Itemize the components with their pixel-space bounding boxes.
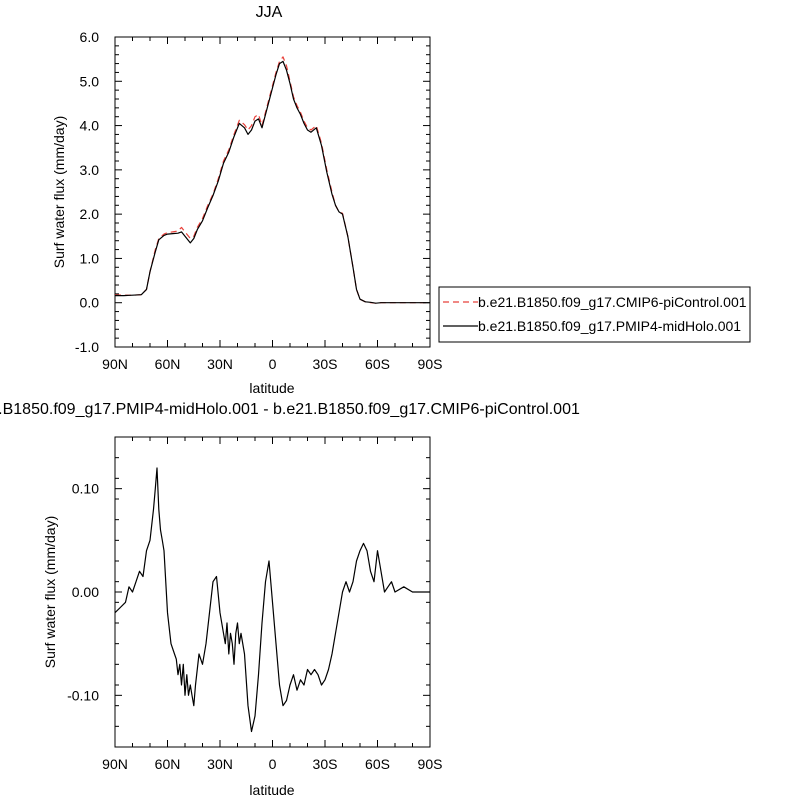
legend-label-midholo: b.e21.B1850.f09_g17.PMIP4-midHolo.001	[478, 318, 741, 334]
top-x-axis-label: latitude	[249, 380, 294, 396]
bottom-y-axis-label: Surf water flux (mm/day)	[42, 516, 58, 668]
bottom-y-tick-label: 0.00	[72, 584, 99, 600]
top-x-tick-label: 90N	[102, 356, 128, 372]
top-y-tick-label: -1.0	[75, 339, 99, 355]
top-axes: 90N 60N 30N 0 30S 60S 90S -1.0 0.0 1.0 2.0 3.0 4.0 5.…	[75, 29, 443, 372]
top-y-tick-label: 6.0	[80, 29, 100, 45]
top-plot-area	[114, 56, 430, 304]
top-y-tick-label: 2.0	[80, 206, 100, 222]
bottom-y-tick-label: -0.10	[67, 687, 99, 703]
bottom-y-tick-label: 0.10	[72, 481, 99, 497]
bottom-plot-frame	[114, 436, 431, 748]
series-line-difference	[114, 467, 430, 733]
legend-label-picontrol: b.e21.B1850.f09_g17.CMIP6-piControl.001	[478, 294, 747, 310]
legend: b.e21.B1850.f09_g17.CMIP6-piControl.001 …	[438, 286, 751, 343]
top-y-tick-label: 4.0	[80, 118, 100, 134]
bottom-plot-area	[114, 467, 430, 733]
bottom-x-tick-label: 30S	[313, 756, 338, 772]
top-x-tick-label: 60S	[365, 356, 390, 372]
top-x-tick-label: 90S	[418, 356, 443, 372]
bottom-x-axis-label: latitude	[249, 782, 294, 798]
bottom-axes: 90N 60N 30N 0 30S 60S 90S -0.10 0.00 0.10	[67, 436, 443, 772]
top-x-tick-label: 30S	[313, 356, 338, 372]
top-y-tick-label: 5.0	[80, 73, 100, 89]
top-panel: JJA 90N 60N 30N 0 30S 60S 90S -1.0 0.0 1.0 2.0 3.0 4…	[51, 4, 442, 396]
bottom-x-tick-label: 30N	[207, 756, 233, 772]
bottom-x-tick-label: 90S	[418, 756, 443, 772]
bottom-chart-title: b.e21.B1850.f09_g17.PMIP4-midHolo.001 - …	[0, 401, 580, 418]
top-x-tick-label: 60N	[155, 356, 181, 372]
top-x-tick-label: 30N	[207, 356, 233, 372]
bottom-x-tick-label: 60S	[365, 756, 390, 772]
bottom-x-tick-label: 90N	[102, 756, 128, 772]
legend-box	[438, 286, 751, 343]
top-x-tick-label: 0	[269, 356, 277, 372]
series-line-picontrol	[114, 56, 430, 304]
bottom-x-tick-label: 60N	[155, 756, 181, 772]
top-y-tick-label: 1.0	[80, 250, 100, 266]
top-y-tick-label: 0.0	[80, 295, 100, 311]
top-chart-title: JJA	[256, 4, 283, 21]
bottom-panel: b.e21.B1850.f09_g17.PMIP4-midHolo.001 - …	[0, 401, 580, 798]
top-y-axis-label: Surf water flux (mm/day)	[51, 116, 67, 268]
top-y-tick-label: 3.0	[80, 162, 100, 178]
bottom-x-tick-label: 0	[269, 756, 277, 772]
series-line-midholo	[115, 60, 430, 304]
